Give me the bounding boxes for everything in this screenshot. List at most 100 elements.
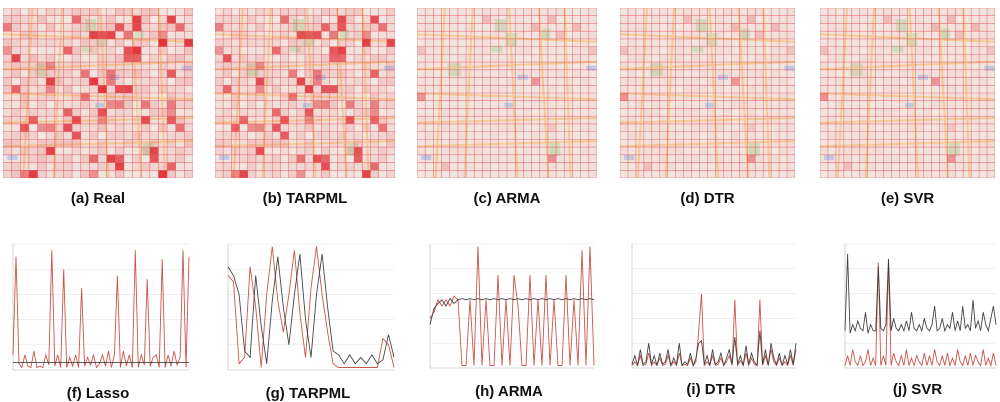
heat-cell (979, 162, 988, 171)
heat-cell (667, 38, 676, 47)
heat-cell (425, 77, 434, 86)
heat-cell (827, 93, 836, 101)
heat-cell (515, 100, 524, 109)
heatmap-svr (820, 8, 995, 178)
heat-cell (675, 139, 684, 148)
heat-cell (851, 100, 860, 109)
heat-cell (132, 54, 142, 63)
heat-cell (947, 69, 956, 78)
heat-cell (141, 54, 150, 63)
heat-cell (378, 100, 387, 109)
heat-cell (3, 54, 12, 63)
heat-cell (588, 154, 597, 163)
heat-cell (457, 31, 467, 39)
heat-cell (947, 85, 956, 93)
heat-cell (883, 62, 892, 70)
heat-cell (947, 46, 956, 55)
heat-cell (755, 93, 764, 101)
heat-cell (89, 123, 98, 132)
heat-cell (507, 62, 516, 70)
heat-cell (907, 170, 916, 178)
heat-cell (184, 131, 193, 140)
heat-cell (158, 147, 168, 155)
heat-cell (891, 116, 900, 124)
heat-cell (72, 162, 81, 171)
heat-cell (899, 170, 908, 178)
heat-cell (820, 131, 828, 140)
heat-cell (531, 77, 540, 86)
heat-cell (231, 162, 240, 171)
heat-cell (264, 131, 273, 140)
heat-cell (72, 123, 81, 132)
heat-cell (667, 31, 676, 39)
heat-cell (931, 8, 940, 16)
heat-cell (98, 15, 107, 24)
heat-cell (731, 85, 740, 93)
heat-cell (433, 108, 442, 117)
chart-lasso (3, 240, 193, 382)
heat-cell (3, 154, 12, 163)
heat-cell (588, 77, 597, 86)
heat-cell (362, 54, 371, 63)
heat-cell (691, 23, 700, 32)
heat-cell (417, 62, 426, 70)
heat-cell (867, 85, 876, 93)
heat-cell (859, 108, 868, 117)
heat-cell (683, 23, 692, 32)
heat-cell (215, 31, 224, 39)
heat-cell (651, 38, 660, 47)
heat-cell (659, 108, 668, 117)
heat-cell (899, 131, 908, 140)
heat-cell (707, 15, 716, 24)
heat-cell (931, 31, 940, 39)
heat-cell (466, 147, 475, 155)
heat-cell (779, 77, 788, 86)
heat-cell (883, 139, 892, 148)
heat-cell (891, 46, 900, 55)
heat-cell (184, 123, 193, 132)
heat-cell (947, 108, 956, 117)
heat-cell (80, 38, 90, 47)
heat-cell (507, 116, 516, 124)
heat-cell (149, 15, 159, 24)
heat-cell (149, 100, 159, 109)
heat-cell (115, 85, 124, 93)
heat-cell (755, 108, 764, 117)
heat-cell (683, 38, 692, 47)
heat-cell (580, 77, 589, 86)
heat-cell (264, 8, 273, 16)
heat-cell (923, 131, 932, 140)
heat-cell (457, 38, 467, 47)
heat-cell (20, 162, 29, 171)
heat-cell (723, 108, 732, 117)
heat-cell (466, 131, 475, 140)
water-area (586, 65, 597, 71)
heat-cell (313, 131, 322, 140)
heat-cell (939, 116, 948, 124)
heat-cell (507, 54, 516, 63)
heat-cell (763, 116, 772, 124)
series-line-1 (844, 253, 997, 334)
heat-cell (971, 147, 980, 155)
heat-cell (158, 93, 168, 101)
heat-cell (515, 15, 524, 24)
heat-cell (747, 23, 756, 32)
heat-cell (987, 46, 995, 55)
heat-cell (141, 23, 150, 32)
heat-cell (20, 139, 29, 148)
heat-cell (158, 15, 168, 24)
heat-cell (354, 139, 363, 148)
heat-cell (280, 93, 289, 101)
heat-cell (54, 85, 64, 93)
heat-cell (417, 116, 426, 124)
heat-cell (3, 23, 12, 32)
heat-cell (37, 147, 47, 155)
heat-cell (80, 69, 90, 78)
heat-cell (771, 77, 780, 86)
heat-cell (987, 123, 995, 132)
heat-cell (106, 8, 116, 16)
heat-cell (345, 170, 355, 178)
heat-cell (296, 100, 305, 109)
heat-cell (239, 54, 248, 63)
heat-cell (175, 38, 185, 47)
